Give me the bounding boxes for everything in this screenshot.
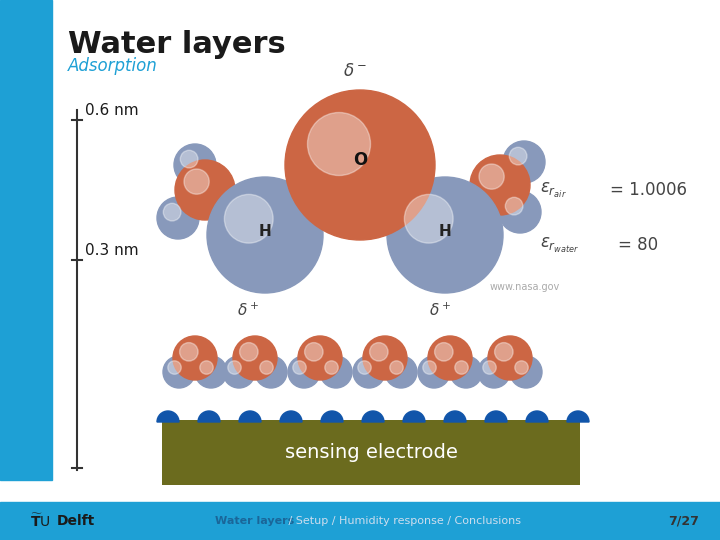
Text: 0.3 nm: 0.3 nm	[85, 243, 139, 258]
Circle shape	[298, 336, 342, 380]
Circle shape	[387, 177, 503, 293]
Circle shape	[255, 356, 287, 388]
Text: Water layers: Water layers	[215, 516, 294, 526]
Wedge shape	[403, 411, 425, 422]
Text: = 80: = 80	[618, 236, 658, 254]
Text: sensing electrode: sensing electrode	[284, 442, 457, 462]
Text: Adsorption: Adsorption	[68, 57, 158, 75]
Circle shape	[435, 342, 453, 361]
Bar	[162, 420, 580, 485]
Wedge shape	[485, 411, 507, 422]
Circle shape	[157, 197, 199, 239]
Circle shape	[450, 356, 482, 388]
Circle shape	[503, 141, 545, 183]
Wedge shape	[198, 411, 220, 422]
Circle shape	[455, 361, 468, 374]
Circle shape	[285, 90, 435, 240]
Circle shape	[180, 150, 198, 168]
Circle shape	[179, 342, 198, 361]
Circle shape	[363, 336, 407, 380]
Circle shape	[163, 356, 195, 388]
Circle shape	[168, 361, 181, 374]
Circle shape	[225, 194, 273, 243]
Wedge shape	[444, 411, 466, 422]
Bar	[0, 0, 52, 480]
Circle shape	[260, 361, 274, 374]
Text: $\mathbf{\widetilde{T}}$U: $\mathbf{\widetilde{T}}$U	[30, 512, 50, 530]
Circle shape	[288, 356, 320, 388]
Circle shape	[305, 342, 323, 361]
Circle shape	[385, 356, 417, 388]
Circle shape	[479, 164, 504, 189]
Circle shape	[510, 356, 542, 388]
Circle shape	[495, 342, 513, 361]
Text: www.nasa.gov: www.nasa.gov	[490, 282, 560, 292]
Text: O: O	[353, 151, 367, 169]
Circle shape	[515, 361, 528, 374]
Circle shape	[499, 191, 541, 233]
Text: 7/27: 7/27	[668, 515, 699, 528]
Circle shape	[423, 361, 436, 374]
Circle shape	[175, 160, 235, 220]
Circle shape	[488, 336, 532, 380]
Circle shape	[195, 356, 227, 388]
Wedge shape	[239, 411, 261, 422]
Circle shape	[240, 342, 258, 361]
Circle shape	[184, 169, 210, 194]
Circle shape	[307, 112, 371, 176]
Circle shape	[325, 361, 338, 374]
Text: Water layers: Water layers	[68, 30, 286, 59]
Circle shape	[428, 336, 472, 380]
Circle shape	[505, 197, 523, 215]
Wedge shape	[526, 411, 548, 422]
Text: = 1.0006: = 1.0006	[610, 181, 687, 199]
Circle shape	[228, 361, 241, 374]
Circle shape	[369, 342, 388, 361]
Circle shape	[483, 361, 496, 374]
Text: $\delta^+$: $\delta^+$	[429, 302, 451, 319]
Circle shape	[509, 147, 527, 165]
Text: $\varepsilon_{r_{water}}$: $\varepsilon_{r_{water}}$	[540, 235, 580, 254]
Text: $\delta^+$: $\delta^+$	[237, 302, 259, 319]
Text: Delft: Delft	[57, 514, 95, 528]
Circle shape	[418, 356, 450, 388]
Circle shape	[233, 336, 277, 380]
Circle shape	[293, 361, 306, 374]
Circle shape	[174, 144, 216, 186]
Wedge shape	[362, 411, 384, 422]
Circle shape	[320, 356, 352, 388]
Text: H: H	[258, 225, 271, 240]
Wedge shape	[567, 411, 589, 422]
Circle shape	[390, 361, 403, 374]
Circle shape	[353, 356, 385, 388]
Circle shape	[173, 336, 217, 380]
Circle shape	[358, 361, 372, 374]
Text: 0.6 nm: 0.6 nm	[85, 103, 139, 118]
Text: / Setup / Humidity response / Conclusions: / Setup / Humidity response / Conclusion…	[285, 516, 521, 526]
Circle shape	[478, 356, 510, 388]
Circle shape	[223, 356, 255, 388]
Circle shape	[207, 177, 323, 293]
Bar	[0, 502, 720, 540]
Wedge shape	[321, 411, 343, 422]
Circle shape	[199, 361, 213, 374]
Circle shape	[163, 203, 181, 221]
Wedge shape	[280, 411, 302, 422]
Circle shape	[470, 155, 530, 215]
Circle shape	[405, 194, 453, 243]
Wedge shape	[157, 411, 179, 422]
Text: $\delta^-$: $\delta^-$	[343, 62, 367, 80]
Text: $\varepsilon_{r_{air}}$: $\varepsilon_{r_{air}}$	[540, 180, 567, 200]
Text: H: H	[438, 225, 451, 240]
